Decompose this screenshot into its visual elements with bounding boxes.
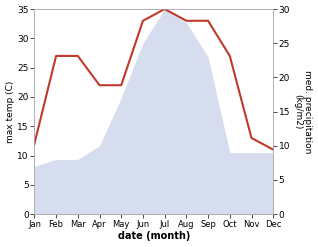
Y-axis label: max temp (C): max temp (C): [5, 80, 15, 143]
Y-axis label: med. precipitation
(kg/m2): med. precipitation (kg/m2): [293, 70, 313, 153]
X-axis label: date (month): date (month): [118, 231, 190, 242]
